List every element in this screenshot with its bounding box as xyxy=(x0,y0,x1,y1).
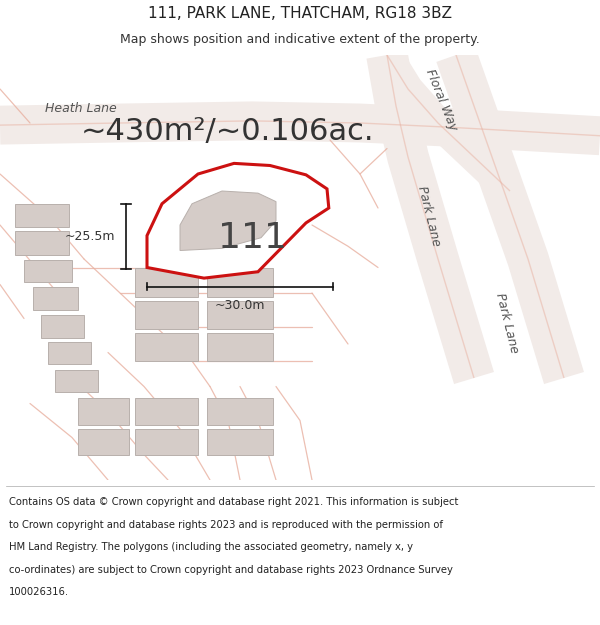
Text: Park Lane: Park Lane xyxy=(493,291,521,354)
Bar xyxy=(135,301,198,329)
Bar xyxy=(33,288,78,310)
Text: Park Lane: Park Lane xyxy=(415,185,443,248)
Text: ~430m²/~0.106ac.: ~430m²/~0.106ac. xyxy=(81,117,375,146)
Bar xyxy=(135,268,198,298)
Text: 111, PARK LANE, THATCHAM, RG18 3BZ: 111, PARK LANE, THATCHAM, RG18 3BZ xyxy=(148,6,452,21)
Text: 100026316.: 100026316. xyxy=(9,588,69,598)
Text: co-ordinates) are subject to Crown copyright and database rights 2023 Ordnance S: co-ordinates) are subject to Crown copyr… xyxy=(9,565,453,575)
Text: ~30.0m: ~30.0m xyxy=(215,299,265,312)
Text: Floral Way: Floral Way xyxy=(423,67,459,132)
Bar xyxy=(207,429,273,454)
Polygon shape xyxy=(147,163,329,278)
Bar xyxy=(24,260,72,282)
Text: ~25.5m: ~25.5m xyxy=(65,230,115,242)
Bar xyxy=(207,301,273,329)
Text: HM Land Registry. The polygons (including the associated geometry, namely x, y: HM Land Registry. The polygons (includin… xyxy=(9,542,413,552)
Bar xyxy=(207,332,273,361)
Bar xyxy=(78,398,129,425)
Text: to Crown copyright and database rights 2023 and is reproduced with the permissio: to Crown copyright and database rights 2… xyxy=(9,520,443,530)
Text: Heath Lane: Heath Lane xyxy=(45,102,117,114)
Text: 111: 111 xyxy=(218,221,287,255)
Bar xyxy=(15,231,69,255)
Text: Contains OS data © Crown copyright and database right 2021. This information is : Contains OS data © Crown copyright and d… xyxy=(9,498,458,508)
Text: Map shows position and indicative extent of the property.: Map shows position and indicative extent… xyxy=(120,33,480,46)
Bar xyxy=(135,398,198,425)
Bar xyxy=(15,204,69,227)
Bar xyxy=(48,342,91,364)
Polygon shape xyxy=(180,191,276,251)
Bar xyxy=(78,429,129,454)
Bar xyxy=(207,398,273,425)
Bar xyxy=(135,332,198,361)
Bar xyxy=(41,315,84,338)
Bar xyxy=(55,369,98,392)
Bar xyxy=(135,429,198,454)
Bar xyxy=(207,268,273,298)
